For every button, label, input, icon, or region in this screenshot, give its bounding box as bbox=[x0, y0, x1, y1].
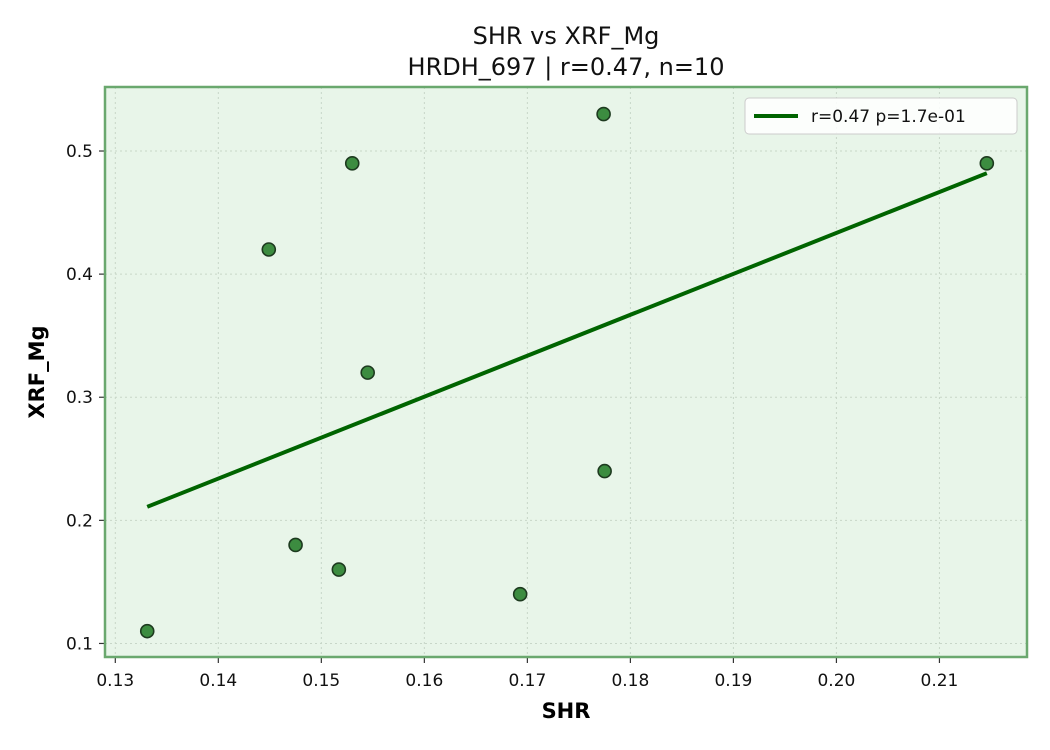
y-tick-label: 0.1 bbox=[66, 634, 93, 654]
x-tick-label: 0.21 bbox=[921, 671, 959, 691]
data-point bbox=[596, 106, 611, 122]
data-point bbox=[261, 242, 277, 257]
x-tick-label: 0.18 bbox=[611, 671, 649, 691]
legend: r=0.47 p=1.7e-01 bbox=[744, 97, 1018, 135]
chart-subtitle: HRDH_697 | r=0.47, n=10 bbox=[408, 53, 725, 81]
x-tick-label: 0.14 bbox=[199, 671, 237, 691]
x-tick-label: 0.13 bbox=[96, 671, 134, 691]
legend-entry-label: r=0.47 p=1.7e-01 bbox=[811, 107, 966, 127]
x-tick-label: 0.17 bbox=[508, 671, 546, 691]
x-axis-label: SHR bbox=[542, 699, 591, 723]
data-point bbox=[344, 156, 360, 171]
data-point bbox=[288, 537, 303, 553]
legend-box bbox=[744, 97, 1018, 135]
x-tick-label: 0.19 bbox=[714, 671, 752, 691]
grid-lines bbox=[105, 87, 1027, 657]
data-point bbox=[597, 463, 612, 479]
plot-area bbox=[105, 87, 1027, 657]
y-tick-label: 0.3 bbox=[66, 388, 93, 408]
data-point bbox=[360, 365, 375, 380]
data-point bbox=[331, 562, 347, 577]
data-point bbox=[139, 623, 155, 639]
axes: 0.13 0.14 0.15 0.16 0.17 0.18 0.19 0.20 0.21 0.1 0… bbox=[66, 85, 1029, 691]
data-point bbox=[512, 586, 528, 602]
chart-title: SHR vs XRF_Mg bbox=[473, 22, 660, 50]
y-axis-label: XRF_Mg bbox=[25, 325, 49, 418]
regression-line bbox=[146, 171, 988, 509]
data-series bbox=[139, 106, 995, 639]
plot-frame bbox=[103, 85, 1029, 659]
y-tick-label: 0.2 bbox=[66, 511, 93, 531]
x-tick-label: 0.20 bbox=[817, 671, 855, 691]
x-tick-label: 0.15 bbox=[302, 671, 340, 691]
x-tick-label: 0.16 bbox=[405, 671, 443, 691]
data-point bbox=[979, 156, 995, 171]
y-tick-label: 0.4 bbox=[66, 265, 93, 285]
y-tick-label: 0.5 bbox=[66, 142, 93, 162]
